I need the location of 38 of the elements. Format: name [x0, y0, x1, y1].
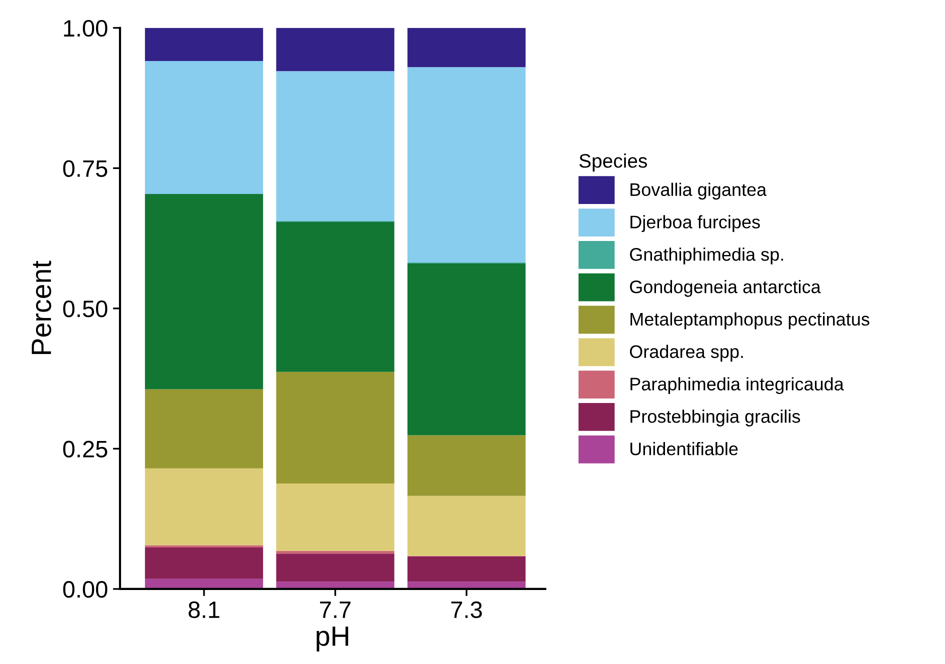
legend-label: Unidentifiable	[630, 442, 738, 456]
legend-label: Gnathiphimedia sp.	[630, 248, 784, 264]
bar	[144, 547, 264, 579]
bar	[407, 435, 526, 496]
bar	[276, 71, 394, 221]
x-tick-label: 7.3	[451, 601, 482, 618]
bar	[144, 60, 264, 194]
bar	[276, 28, 394, 72]
bar	[144, 389, 264, 468]
bar	[276, 372, 394, 484]
y-tick-label: 0.75	[63, 160, 108, 177]
bar	[276, 483, 394, 551]
bar	[276, 222, 394, 372]
y-axis-title: Percent	[32, 260, 52, 354]
legend-label: Djerboa furcipes	[630, 215, 760, 232]
y-tick-label: 0.25	[63, 440, 108, 458]
legend-label: Metaleptamphopus pectinatus	[630, 312, 870, 330]
legend-label: Paraphimedia integricauda	[630, 377, 844, 394]
legend-label: Prostebbingia gracilis	[630, 410, 800, 426]
bar	[407, 264, 526, 436]
y-tick-label: 0.00	[63, 581, 108, 598]
bar	[407, 67, 526, 262]
legend-label: Oradarea spp.	[630, 344, 743, 362]
bar	[407, 28, 526, 68]
x-tick-label: 8.1	[188, 601, 220, 618]
y-tick-label: 0.50	[63, 300, 108, 318]
bar	[144, 468, 264, 546]
bar	[276, 554, 394, 582]
legend-label: Bovallia gigantea	[630, 182, 767, 200]
bar	[407, 496, 526, 556]
x-axis-title: pH	[316, 626, 348, 652]
bar	[407, 556, 526, 582]
y-tick-label: 1.00	[64, 20, 108, 37]
legend-title: Species	[579, 154, 647, 172]
bar	[144, 194, 264, 390]
x-tick-label: 7.7	[320, 602, 350, 618]
legend-label: Gondogeneia antarctica	[630, 280, 821, 297]
bar	[144, 28, 264, 61]
